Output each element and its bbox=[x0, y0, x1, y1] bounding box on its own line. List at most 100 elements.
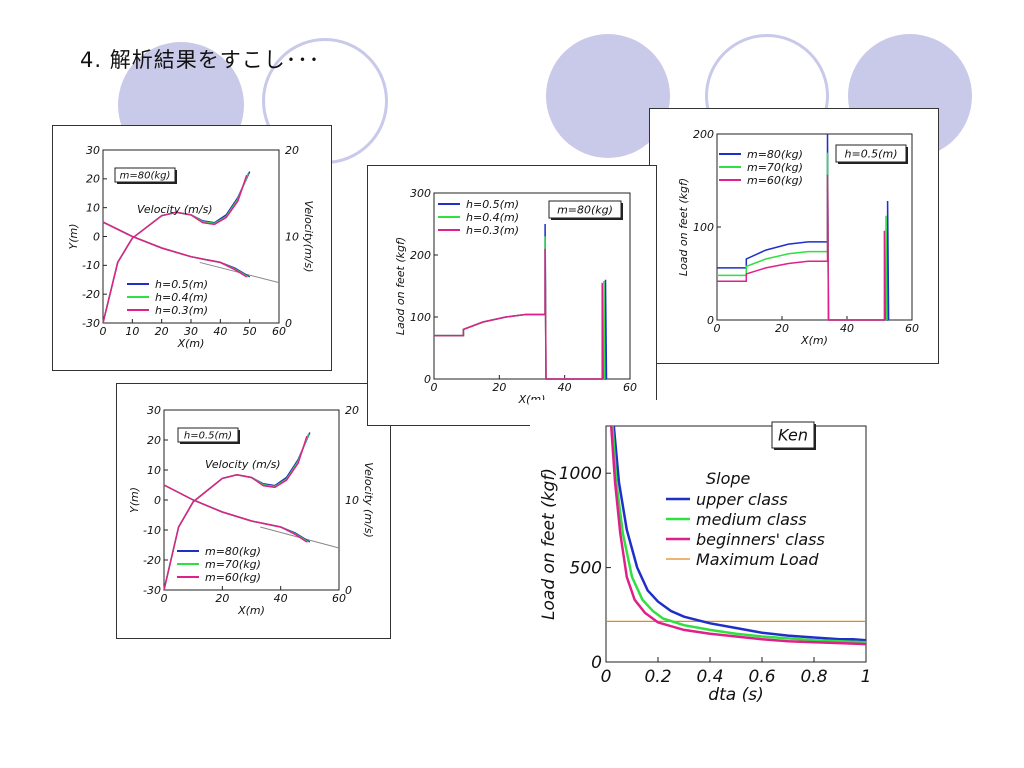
label-box-text: m=80(kg) bbox=[557, 203, 613, 216]
trajectory-line bbox=[163, 484, 308, 543]
load-curve bbox=[611, 425, 867, 644]
load-curve bbox=[612, 425, 867, 642]
chart-panel-mass-load: 0 20 40 60 0 100 200 X(m) Load on feet (kgf) m=80… bbox=[649, 108, 939, 364]
x-tick-label: 50 bbox=[243, 325, 257, 338]
legend-label: m=60(kg) bbox=[747, 174, 803, 187]
y-tick-label: 100 bbox=[410, 311, 431, 324]
load-line bbox=[434, 236, 606, 380]
x-tick-label: 40 bbox=[213, 325, 227, 338]
chart-panel-mass-trajectory: 0 20 40 60 -30 -20 -10 0 10 20 30 0 10 20 X(m) Y(m) Velo… bbox=[116, 383, 391, 639]
x-tick-label: 20 bbox=[215, 592, 229, 605]
y-axis-label: Load on feet (kgf) bbox=[539, 468, 559, 620]
x-tick-label: 40 bbox=[274, 592, 288, 605]
legend-label: m=70(kg) bbox=[205, 558, 261, 571]
y2-axis-label: Velocity(m/s) bbox=[302, 200, 315, 272]
x-tick-label: 60 bbox=[905, 322, 919, 335]
load-line bbox=[717, 152, 888, 321]
x-tick-label: 0.4 bbox=[696, 667, 723, 687]
y-tick-label: 0 bbox=[93, 230, 100, 243]
velocity-annotation: Velocity (m/s) bbox=[137, 203, 213, 216]
legend-label: m=80(kg) bbox=[205, 545, 261, 558]
load-line bbox=[434, 223, 608, 380]
y-tick-label: 10 bbox=[147, 464, 161, 477]
chart-svg: 0 20 40 60 0 100 200 X(m) Load on feet (kgf) m=80… bbox=[677, 128, 919, 347]
legend-label: h=0.3(m) bbox=[466, 224, 519, 237]
x-tick-label: 0.8 bbox=[800, 667, 827, 687]
y-tick-label: 10 bbox=[86, 202, 100, 215]
x-tick-label: 10 bbox=[125, 325, 139, 338]
y-tick-label: -20 bbox=[143, 554, 161, 567]
x-tick-label: 60 bbox=[272, 325, 286, 338]
x-tick-label: 60 bbox=[332, 592, 346, 605]
y-tick-label: 0 bbox=[591, 653, 602, 673]
legend-label: m=70(kg) bbox=[747, 161, 803, 174]
x-axis-label: X(m) bbox=[237, 604, 265, 617]
x-tick-label: 0 bbox=[601, 667, 612, 687]
y-tick-label: -30 bbox=[143, 584, 161, 597]
x-axis-label: X(m) bbox=[800, 334, 828, 347]
label-box bbox=[114, 167, 176, 183]
chart-svg: 0 0.2 0.4 0.6 0.8 1 0 500 1000 dta (s) Load on fee… bbox=[539, 421, 872, 705]
label-box bbox=[771, 421, 815, 449]
velocity-line bbox=[102, 174, 248, 324]
legend-label: medium class bbox=[696, 510, 807, 529]
chart-panel-height-trajectory: 0 10 20 30 40 50 60 -30 -20 -10 0 10 20 30 0 10 20 X(m) Y(… bbox=[52, 125, 332, 371]
y-tick-label: 0 bbox=[707, 314, 714, 327]
x-tick-label: 20 bbox=[775, 322, 789, 335]
y2-tick-label: 20 bbox=[285, 144, 299, 157]
plot-frame bbox=[433, 192, 631, 380]
legend-label: upper class bbox=[696, 490, 788, 509]
load-line bbox=[717, 133, 890, 321]
load-line bbox=[434, 248, 604, 380]
legend-label: h=0.4(m) bbox=[466, 211, 519, 224]
x-tick-label: 1 bbox=[861, 667, 872, 687]
chart-svg: 0 10 20 30 40 50 60 -30 -20 -10 0 10 20 30 0 10 20 X(m) Y(… bbox=[67, 144, 315, 350]
x-tick-label: 0.2 bbox=[644, 667, 671, 687]
x-tick-label: 0 bbox=[161, 592, 168, 605]
y-tick-label: 100 bbox=[693, 221, 714, 234]
x-tick-label: 0 bbox=[714, 322, 721, 335]
y-axis-label: Laod on feet (kgf) bbox=[394, 237, 407, 335]
chart-panel-height-load: 02040600100200300X(m)Laod on feet (kgf)h… bbox=[367, 165, 657, 426]
y-tick-label: 20 bbox=[147, 434, 161, 447]
chart-panel-load-vs-dta: 0 0.2 0.4 0.6 0.8 1 0 500 1000 dta (s) Load on fee… bbox=[530, 400, 880, 710]
y2-tick-label: 20 bbox=[345, 404, 359, 417]
load-line bbox=[717, 174, 887, 321]
legend-label: h=0.5(m) bbox=[466, 198, 519, 211]
x-tick-label: 30 bbox=[184, 325, 198, 338]
y-tick-label: -10 bbox=[143, 524, 161, 537]
y-axis-label: Y(m) bbox=[67, 223, 80, 249]
legend-title: Slope bbox=[706, 469, 751, 488]
x-tick-label: 0 bbox=[100, 325, 107, 338]
chart-svg: 02040600100200300X(m)Laod on feet (kgf)h… bbox=[394, 187, 637, 406]
label-box bbox=[548, 200, 622, 219]
y-tick-label: 300 bbox=[410, 187, 431, 200]
y2-tick-label: 10 bbox=[285, 230, 299, 243]
trajectory-line bbox=[102, 221, 248, 278]
y-tick-label: 500 bbox=[570, 559, 602, 579]
x-tick-label: 0 bbox=[431, 381, 438, 394]
y-axis-label: Load on feet (kgf) bbox=[677, 178, 690, 276]
plot-frame bbox=[605, 425, 867, 663]
y-tick-label: 1000 bbox=[559, 464, 602, 484]
y-tick-label: -10 bbox=[82, 259, 100, 272]
y-tick-label: 200 bbox=[693, 128, 714, 141]
y-tick-label: 0 bbox=[154, 494, 161, 507]
label-box bbox=[835, 144, 907, 163]
velocity-annotation: Velocity (m/s) bbox=[205, 458, 281, 471]
x-axis-label: X(m) bbox=[177, 337, 205, 350]
y-tick-label: 30 bbox=[147, 404, 161, 417]
y-axis-label: Y(m) bbox=[128, 487, 141, 513]
x-axis-label: dta (s) bbox=[708, 685, 763, 705]
y2-tick-label: 10 bbox=[345, 494, 359, 507]
y2-tick-label: 0 bbox=[345, 584, 352, 597]
x-tick-label: 60 bbox=[623, 381, 637, 394]
x-tick-label: 40 bbox=[840, 322, 854, 335]
legend-label: m=60(kg) bbox=[205, 571, 261, 584]
y2-axis-label: Velocity (m/s) bbox=[362, 462, 375, 538]
ken-label: Ken bbox=[778, 426, 808, 445]
chart-svg: 0 20 40 60 -30 -20 -10 0 10 20 30 0 10 20 X(m) Y(m) Velo… bbox=[128, 404, 375, 617]
label-box bbox=[177, 427, 239, 443]
load-curve bbox=[609, 425, 867, 646]
x-tick-label: 20 bbox=[155, 325, 169, 338]
